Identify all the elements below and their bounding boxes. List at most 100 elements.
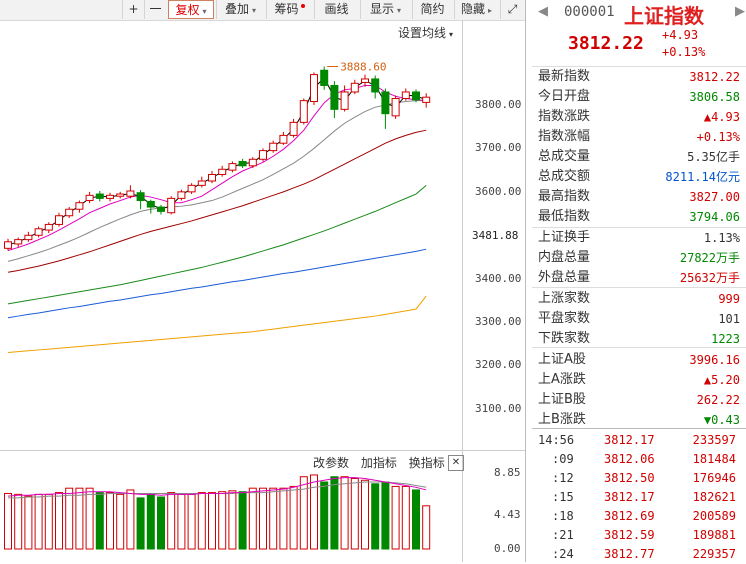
- current-price: 3812.22: [568, 33, 644, 54]
- candle: [381, 91, 390, 115]
- volume-bar: [187, 493, 196, 550]
- tick-time: :15: [552, 490, 574, 504]
- chart-toolbar: + 一 复权 ▾ 叠加 ▾ 筹码 画线 显示 ▾ 简约 隐藏 ▸ ⤢: [0, 0, 526, 21]
- candle: [34, 228, 43, 236]
- y-tick-3100: 3100.00: [475, 402, 522, 415]
- tick-volume: 229357: [692, 547, 736, 561]
- volume-bar: [157, 496, 165, 550]
- stat-label: 平盘家数: [538, 311, 591, 326]
- volume-bar: [24, 495, 33, 550]
- current-price-tick: 3481.88: [472, 229, 519, 242]
- candlestick-chart[interactable]: 3888.60: [0, 20, 462, 450]
- volume-bar: [75, 487, 84, 550]
- volume-chart[interactable]: [0, 470, 462, 562]
- stat-row: 最新指数 3812.22: [538, 67, 744, 87]
- candle: [371, 78, 380, 93]
- divider: [532, 347, 746, 348]
- chips-button[interactable]: 筹码: [266, 0, 312, 19]
- stat-label: 指数涨幅: [538, 129, 591, 144]
- candles: [4, 66, 431, 251]
- tick-volume: 233597: [692, 433, 736, 447]
- candle: [14, 239, 23, 245]
- stat-value: 999: [718, 292, 740, 306]
- y-tick-3700: 3700.00: [475, 141, 522, 154]
- candle: [340, 91, 349, 110]
- vol-tick-mid: 4.43: [494, 508, 521, 521]
- stat-row: 下跌家数 1223: [538, 329, 744, 349]
- stat-row: 上证B股 262.22: [538, 390, 744, 410]
- chevron-down-icon: ▾: [252, 6, 257, 15]
- change-params-button[interactable]: 改参数: [313, 456, 350, 470]
- tick-time: :12: [552, 471, 574, 485]
- display-menu-button[interactable]: 显示 ▾: [360, 0, 410, 19]
- volume-bar: [361, 479, 369, 550]
- stat-value: ▲4.93: [703, 110, 740, 124]
- stat-row: 上B涨跌 ▼0.43: [538, 410, 744, 430]
- zoom-out-button[interactable]: 一: [144, 0, 166, 19]
- tick-price: 3812.06: [604, 452, 655, 466]
- simple-mode-button[interactable]: 简约: [412, 0, 452, 19]
- stat-value: 101: [718, 312, 740, 326]
- candle: [24, 234, 33, 241]
- volume-bar: [34, 493, 43, 550]
- volume-bar: [4, 492, 12, 550]
- volume-bar: [85, 487, 94, 550]
- expand-icon[interactable]: ⤢: [500, 0, 524, 19]
- peak-label: 3888.60: [340, 61, 386, 74]
- zoom-in-button[interactable]: +: [122, 0, 144, 19]
- stat-value: 3812.22: [689, 70, 740, 84]
- stat-row: 上涨家数 999: [538, 289, 744, 309]
- stat-row: 总成交量 5.35亿手: [538, 147, 744, 167]
- stat-row: 指数涨跌 ▲4.93: [538, 107, 744, 127]
- stat-label: 指数涨跌: [538, 109, 591, 124]
- stat-label: 上证换手: [538, 230, 591, 245]
- candle: [238, 160, 247, 167]
- panel-divider: [525, 0, 526, 562]
- volume-bar: [208, 492, 216, 550]
- chevron-right-icon: ▸: [488, 6, 493, 15]
- candle: [310, 74, 318, 103]
- tick-price: 3812.17: [604, 433, 655, 447]
- tick-row: :09 3812.06 181484: [532, 449, 746, 469]
- adjust-menu-button[interactable]: 复权 ▾: [168, 0, 214, 19]
- ma120-line: [7, 248, 427, 319]
- prev-stock-icon[interactable]: ◀: [538, 4, 548, 19]
- volume-sub-toolbar: 改参数 加指标 换指标: [313, 454, 445, 471]
- tick-time: :18: [552, 509, 574, 523]
- stat-value: +0.13%: [696, 130, 740, 144]
- stat-row: 指数涨幅 +0.13%: [538, 127, 744, 147]
- quote-panel: ◀ 000001 上证指数 ▶ 3812.22 +4.93 +0.13% 最新指…: [532, 0, 746, 562]
- stat-row: 上证换手 1.13%: [538, 228, 744, 248]
- ma-setting-button[interactable]: 设置均线 ▾: [398, 24, 453, 41]
- volume-bar: [95, 492, 104, 550]
- switch-indicator-button[interactable]: 换指标: [408, 456, 445, 470]
- stat-value: ▼0.43: [703, 413, 740, 427]
- price-change-pct: +0.13%: [662, 45, 706, 59]
- candle: [350, 82, 359, 93]
- chevron-down-icon: ▾: [397, 6, 402, 15]
- stat-label: 内盘总量: [538, 250, 591, 265]
- volume-bar: [350, 477, 359, 550]
- stat-label: 总成交量: [538, 149, 591, 164]
- tick-volume: 176946: [692, 471, 736, 485]
- stat-row: 总成交额 8211.14亿元: [538, 167, 744, 187]
- volume-bar: [55, 492, 63, 550]
- candle: [320, 69, 329, 86]
- stat-label: 最新指数: [538, 69, 591, 84]
- candle: [126, 190, 135, 197]
- hide-menu-button[interactable]: 隐藏 ▸: [454, 0, 498, 19]
- volume-bar: [106, 492, 114, 550]
- draw-line-button[interactable]: 画线: [314, 0, 358, 19]
- overlay-menu-button[interactable]: 叠加 ▾: [216, 0, 264, 19]
- candle: [4, 241, 12, 249]
- ma60-line: [7, 184, 427, 305]
- stat-label: 外盘总量: [538, 270, 591, 285]
- ma10-line: [7, 100, 427, 262]
- candle: [106, 194, 114, 199]
- close-icon[interactable]: ✕: [448, 455, 464, 471]
- stat-value: ▲5.20: [703, 373, 740, 387]
- tick-price: 3812.59: [604, 528, 655, 542]
- volume-bar: [340, 476, 349, 550]
- add-indicator-button[interactable]: 加指标: [360, 456, 397, 470]
- next-stock-icon[interactable]: ▶: [735, 4, 745, 19]
